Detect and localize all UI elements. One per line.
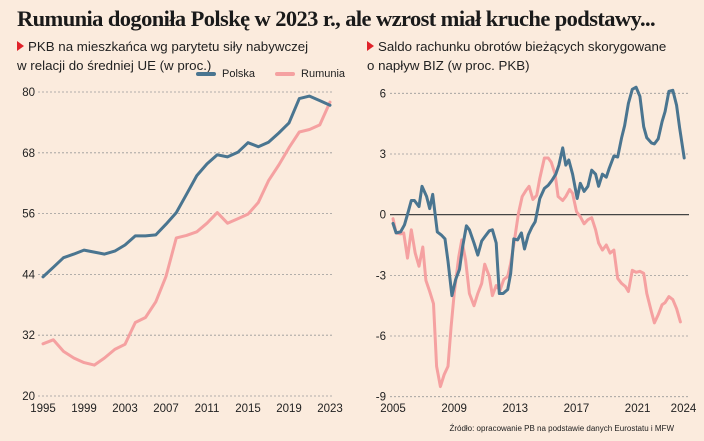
legend-swatch-polska — [196, 72, 216, 76]
legend-label-rumunia: Rumunia — [301, 68, 346, 80]
page-title: Rumunia dogoniła Polskę w 2023 r., ale w… — [17, 6, 656, 31]
left-x-tick-label: 2007 — [153, 403, 179, 415]
left-subtitle-line1: PKB na mieszkańca wg parytetu siły nabyw… — [28, 39, 309, 54]
left-x-tick-label: 2003 — [112, 403, 138, 415]
right-subtitle-line1: Saldo rachunku obrotów bieżących skorygo… — [378, 39, 667, 54]
right-x-tick-label: 2005 — [380, 403, 406, 415]
right-y-tick-label: -9 — [376, 392, 386, 404]
left-y-tick-label: 56 — [22, 209, 35, 221]
right-y-tick-label: -3 — [376, 270, 386, 282]
left-y-tick-label: 68 — [22, 148, 35, 160]
legend: Polska Rumunia — [196, 68, 345, 80]
left-x-tick-label: 2023 — [317, 403, 343, 415]
right-x-tick-label: 2021 — [625, 403, 651, 415]
right-y-tick-label: 6 — [380, 88, 386, 100]
left-x-tick-label: 1995 — [30, 403, 56, 415]
legend-swatch-rumunia — [275, 72, 296, 76]
legend-item-polska: Polska — [196, 68, 255, 80]
left-x-tick-label: 1999 — [71, 403, 97, 415]
right-x-tick-label: 2024 — [671, 403, 697, 415]
right-x-tick-label: 2009 — [441, 403, 467, 415]
left-series-polska-line — [41, 94, 332, 279]
right-subtitle-line2: o napływ BIZ (w proc. PKB) — [367, 58, 530, 73]
right-y-tick-label: 3 — [380, 149, 386, 161]
left-x-tick-label: 2011 — [195, 403, 220, 415]
right-series-polska-line — [391, 85, 686, 298]
left-y-tick-label: 80 — [22, 87, 35, 99]
right-series-rumunia-line — [391, 156, 682, 389]
left-y-tick-label: 44 — [22, 269, 35, 281]
right-x-tick-label: 2017 — [564, 403, 590, 415]
legend-label-polska: Polska — [222, 68, 256, 80]
triangle-marker-icon — [367, 41, 374, 51]
right-y-tick-label: -6 — [376, 331, 386, 343]
left-y-tick-label: 20 — [22, 391, 35, 403]
source-note: Źródło: opracowanie PB na podstawie dany… — [449, 424, 674, 433]
left-chart-subtitle: PKB na mieszkańca wg parytetu siły nabyw… — [17, 37, 308, 75]
left-x-tick-label: 2015 — [235, 403, 261, 415]
left-series-rumunia-line — [41, 100, 332, 367]
right-y-tick-label: 0 — [380, 210, 386, 222]
triangle-marker-icon — [17, 41, 24, 51]
left-y-tick-label: 32 — [22, 330, 35, 342]
right-x-tick-label: 2013 — [503, 403, 529, 415]
left-x-tick-label: 2019 — [276, 403, 302, 415]
right-chart-subtitle: Saldo rachunku obrotów bieżących skorygo… — [367, 37, 666, 75]
left-subtitle-line2: w relacji do średniej UE (w proc.) — [17, 58, 212, 73]
legend-item-rumunia: Rumunia — [275, 68, 345, 80]
